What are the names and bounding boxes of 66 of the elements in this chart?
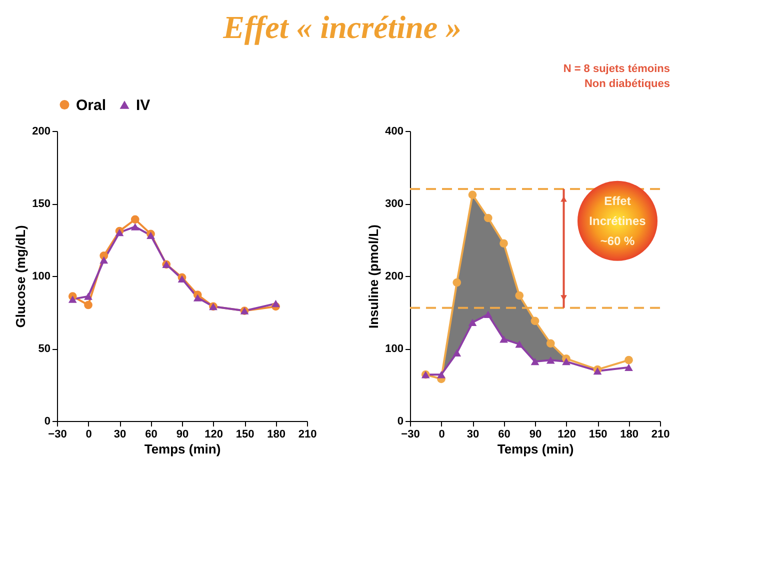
point — [515, 340, 524, 348]
point — [484, 214, 492, 222]
x-tick-label: 120 — [558, 428, 576, 440]
point — [468, 190, 477, 199]
point — [130, 223, 140, 230]
x-tick-label: 0 — [438, 428, 445, 440]
y-tick-label: 0 — [44, 416, 50, 428]
point — [68, 296, 77, 303]
point — [530, 316, 540, 326]
y-tick-label: 0 — [397, 416, 404, 428]
point — [500, 335, 508, 343]
y-axis-title: Insuline (pmol/L) — [366, 224, 382, 328]
point — [515, 291, 524, 300]
legend-label: IV — [136, 96, 150, 114]
x-tick-label: 210 — [651, 428, 670, 440]
point — [130, 215, 140, 224]
x-tick-label: 150 — [236, 428, 254, 440]
x-tick-label: 120 — [204, 428, 223, 440]
point — [193, 294, 202, 302]
point — [530, 358, 540, 366]
x-axis-title: Temps (min) — [144, 442, 221, 456]
x-tick-label: −30 — [401, 428, 420, 440]
x-tick-label: 90 — [176, 428, 189, 440]
point — [452, 349, 462, 356]
y-tick-label: 300 — [385, 198, 404, 210]
point — [272, 300, 280, 308]
x-axis-title: Temps (min) — [497, 442, 574, 456]
y-tick-label: 200 — [385, 270, 404, 282]
point — [468, 318, 477, 326]
x-tick-label: 90 — [529, 428, 542, 440]
point — [84, 300, 92, 310]
y-tick-label: 400 — [385, 126, 404, 138]
y-tick-label: 150 — [32, 198, 50, 210]
text: Non diabétiques — [584, 78, 670, 90]
point — [84, 292, 92, 300]
y-axis-title: Glucose (mg/dL) — [13, 225, 28, 328]
point — [452, 278, 462, 287]
point — [546, 339, 555, 348]
x-tick-label: 150 — [588, 428, 608, 440]
point — [484, 310, 492, 318]
text: N = 8 sujets témoins — [563, 63, 670, 75]
legend-label: Oral — [76, 96, 106, 114]
point — [100, 256, 108, 264]
point — [624, 364, 633, 371]
point — [500, 239, 508, 248]
x-tick-label: −30 — [48, 428, 67, 440]
x-tick-label: 180 — [620, 428, 638, 440]
point — [562, 358, 570, 366]
x-tick-label: 210 — [298, 428, 317, 440]
x-tick-label: 30 — [114, 428, 126, 440]
x-tick-label: 60 — [498, 428, 510, 440]
point — [546, 356, 555, 364]
annotation: Incrétines — [589, 214, 646, 228]
point — [437, 370, 446, 378]
x-tick-label: 180 — [267, 428, 286, 440]
x-tick-label: 60 — [145, 428, 158, 440]
x-tick-label: 30 — [466, 428, 480, 440]
y-tick-label: 100 — [32, 270, 50, 282]
y-tick-label: 100 — [385, 343, 404, 355]
y-tick-label: 200 — [32, 126, 50, 138]
chart-title: Effet « incrétine » — [222, 9, 462, 45]
y-tick-label: 50 — [38, 343, 50, 355]
annotation: ~60 % — [600, 234, 636, 248]
x-tick-label: 0 — [86, 428, 92, 440]
annotation: Effet — [604, 194, 631, 208]
point — [624, 356, 633, 364]
